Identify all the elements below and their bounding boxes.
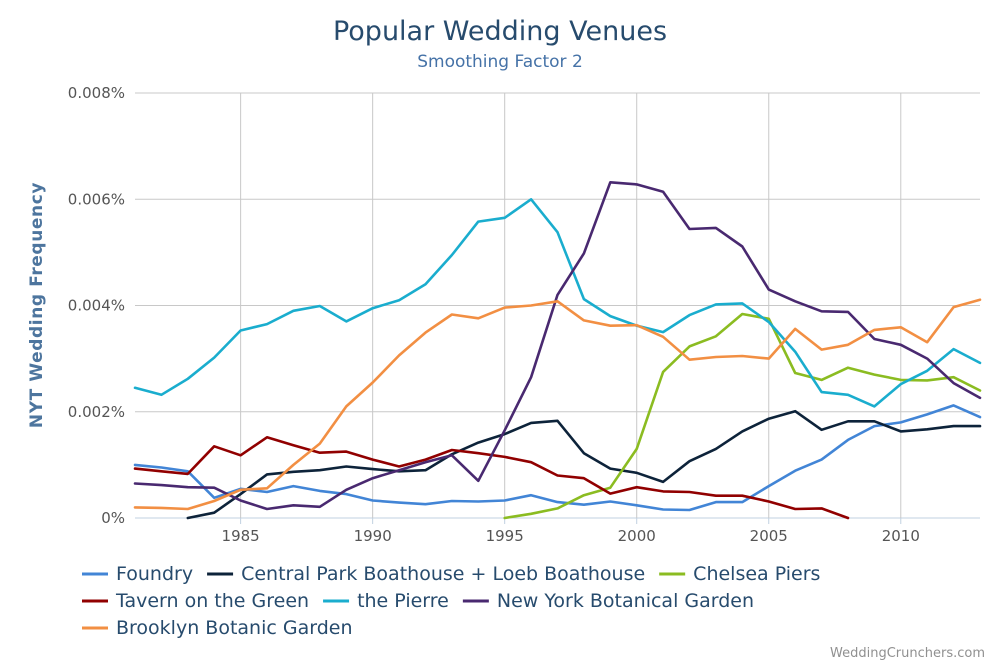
- x-tick-label: 2010: [882, 527, 920, 545]
- x-tick-label: 1995: [486, 527, 524, 545]
- legend-item-tavern-on-the-green[interactable]: Tavern on the Green: [82, 590, 309, 612]
- legend-label: New York Botanical Garden: [497, 590, 754, 612]
- legend-item-the-pierre[interactable]: the Pierre: [323, 590, 449, 612]
- credit-text[interactable]: WeddingCrunchers.com: [830, 646, 985, 661]
- series-line-new-york-botanical-garden[interactable]: [133, 181, 982, 511]
- legend-label: the Pierre: [357, 590, 449, 612]
- y-axis-label: NYT Wedding Frequency: [27, 182, 47, 428]
- legend-item-central-park-boathouse-loeb-boathouse[interactable]: Central Park Boathouse + Loeb Boathouse: [207, 563, 645, 585]
- series-line-the-pierre[interactable]: [133, 198, 982, 408]
- y-tick-label: 0.006%: [68, 190, 125, 208]
- legend-label: Brooklyn Botanic Garden: [116, 617, 352, 639]
- x-tick-label: 1985: [222, 527, 260, 545]
- y-axis: 0% 0.002% 0.004% 0.006% 0.008%: [68, 84, 125, 527]
- y-tick-label: 0%: [101, 509, 125, 527]
- x-tick-label: 1990: [354, 527, 392, 545]
- grid: [135, 92, 980, 519]
- legend-item-chelsea-piers[interactable]: Chelsea Piers: [659, 563, 820, 585]
- legend-item-brooklyn-botanic-garden[interactable]: Brooklyn Botanic Garden: [82, 617, 352, 639]
- series-line-tavern-on-the-green[interactable]: [133, 436, 850, 520]
- legend-item-new-york-botanical-garden[interactable]: New York Botanical Garden: [462, 590, 754, 612]
- y-tick-label: 0.002%: [68, 403, 125, 421]
- chart-subtitle: Smoothing Factor 2: [417, 52, 583, 72]
- legend-label: Tavern on the Green: [115, 590, 309, 612]
- y-tick-label: 0.004%: [68, 297, 125, 315]
- legend-label: Chelsea Piers: [693, 563, 820, 585]
- legend[interactable]: Foundry Central Park Boathouse + Loeb Boa…: [82, 563, 820, 639]
- series-line-foundry[interactable]: [133, 404, 982, 512]
- x-tick-label: 2005: [750, 527, 788, 545]
- legend-label: Central Park Boathouse + Loeb Boathouse: [241, 563, 645, 585]
- x-tick-label: 2000: [618, 527, 656, 545]
- series-line-brooklyn-botanic-garden[interactable]: [133, 298, 982, 511]
- series-line-chelsea-piers[interactable]: [503, 312, 982, 520]
- plot-lines: [133, 181, 982, 520]
- series-line-central-park-boathouse-loeb-boathouse[interactable]: [186, 409, 982, 520]
- chart-title: Popular Wedding Venues: [333, 16, 667, 47]
- y-tick-label: 0.008%: [68, 84, 125, 102]
- x-axis: 1985 1990 1995 2000 2005 2010: [222, 518, 920, 545]
- legend-label: Foundry: [116, 563, 193, 585]
- legend-item-foundry[interactable]: Foundry: [82, 563, 193, 585]
